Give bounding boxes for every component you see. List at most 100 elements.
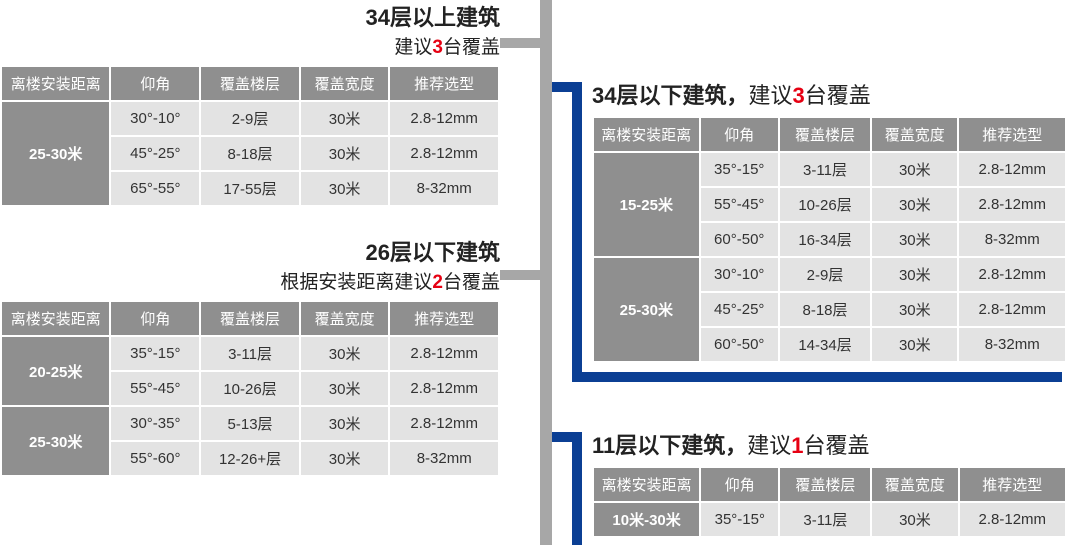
data-cell: 12-26+层 <box>200 441 300 476</box>
data-cell: 8-18层 <box>779 292 871 327</box>
data-cell: 8-32mm <box>389 171 499 206</box>
data-cell: 3-11层 <box>779 152 871 187</box>
data-cell: 30米 <box>300 406 390 441</box>
data-cell: 2.8-12mm <box>958 152 1066 187</box>
col-header: 覆盖楼层 <box>200 301 300 336</box>
distance-cell: 15-25米 <box>593 152 700 257</box>
col-header: 仰角 <box>110 301 200 336</box>
right2-title: 11层以下建筑，建议1台覆盖 <box>592 428 1067 460</box>
col-header: 覆盖宽度 <box>871 117 958 152</box>
col-header: 仰角 <box>110 66 200 101</box>
col-header: 覆盖楼层 <box>779 117 871 152</box>
left1-title: 34层以上建筑 <box>0 0 500 32</box>
right1-title: 34层以下建筑，建议3台覆盖 <box>592 78 1067 110</box>
connector-left-1 <box>500 38 540 48</box>
data-cell: 55°-45° <box>700 187 779 222</box>
data-cell: 8-32mm <box>389 441 499 476</box>
right2-table: 离楼安装距离仰角覆盖楼层覆盖宽度推荐选型10米-30米35°-15°3-11层3… <box>592 466 1067 538</box>
data-cell: 10-26层 <box>779 187 871 222</box>
data-cell: 3-11层 <box>200 336 300 371</box>
col-header: 推荐选型 <box>959 467 1066 502</box>
col-header: 推荐选型 <box>389 66 499 101</box>
data-cell: 30米 <box>871 222 958 257</box>
col-header: 离楼安装距离 <box>1 66 110 101</box>
data-cell: 10-26层 <box>200 371 300 406</box>
left-block-2: 26层以下建筑 根据安装距离建议2台覆盖 离楼安装距离仰角覆盖楼层覆盖宽度推荐选… <box>0 235 500 477</box>
data-cell: 2.8-12mm <box>958 187 1066 222</box>
data-cell: 30米 <box>300 371 390 406</box>
left1-table: 离楼安装距离仰角覆盖楼层覆盖宽度推荐选型25-30米30°-10°2-9层30米… <box>0 65 500 207</box>
left1-sub: 建议3台覆盖 <box>0 32 500 59</box>
distance-cell: 10米-30米 <box>593 502 700 537</box>
data-cell: 3-11层 <box>779 502 871 537</box>
data-cell: 2.8-12mm <box>389 371 499 406</box>
right-block-1: 34层以下建筑，建议3台覆盖 离楼安装距离仰角覆盖楼层覆盖宽度推荐选型 15-25… <box>592 78 1067 363</box>
data-cell: 16-34层 <box>779 222 871 257</box>
data-cell: 30米 <box>300 441 390 476</box>
page-root: 34层以上建筑 建议3台覆盖 离楼安装距离仰角覆盖楼层覆盖宽度推荐选型25-30… <box>0 0 1080 545</box>
data-cell: 35°-15° <box>110 336 200 371</box>
blue-vert-1 <box>572 82 582 382</box>
data-cell: 45°-25° <box>110 136 200 171</box>
distance-cell: 20-25米 <box>1 336 110 406</box>
data-cell: 30米 <box>871 292 958 327</box>
data-cell: 30米 <box>300 136 390 171</box>
left-block-1: 34层以上建筑 建议3台覆盖 离楼安装距离仰角覆盖楼层覆盖宽度推荐选型25-30… <box>0 0 500 207</box>
col-header: 离楼安装距离 <box>593 117 700 152</box>
data-cell: 60°-50° <box>700 222 779 257</box>
data-cell: 30米 <box>871 502 958 537</box>
col-header: 覆盖楼层 <box>779 467 871 502</box>
col-header: 仰角 <box>700 117 779 152</box>
data-cell: 30米 <box>871 152 958 187</box>
data-cell: 45°-25° <box>700 292 779 327</box>
distance-cell: 25-30米 <box>1 101 110 206</box>
data-cell: 2.8-12mm <box>389 136 499 171</box>
data-cell: 30°-35° <box>110 406 200 441</box>
data-cell: 8-32mm <box>958 327 1066 362</box>
col-header: 离楼安装距离 <box>1 301 110 336</box>
data-cell: 30米 <box>300 101 390 136</box>
distance-cell: 25-30米 <box>1 406 110 476</box>
data-cell: 30米 <box>300 336 390 371</box>
col-header: 覆盖宽度 <box>300 66 390 101</box>
left2-table: 离楼安装距离仰角覆盖楼层覆盖宽度推荐选型20-25米35°-15°3-11层30… <box>0 300 500 477</box>
data-cell: 35°-15° <box>700 152 779 187</box>
data-cell: 65°-55° <box>110 171 200 206</box>
data-cell: 55°-60° <box>110 441 200 476</box>
data-cell: 2-9层 <box>200 101 300 136</box>
center-divider <box>540 0 552 545</box>
left2-title: 26层以下建筑 <box>0 235 500 267</box>
blue-bottom-1 <box>572 372 1062 382</box>
data-cell: 14-34层 <box>779 327 871 362</box>
data-cell: 2.8-12mm <box>959 502 1066 537</box>
data-cell: 2.8-12mm <box>389 406 499 441</box>
blue-top-cap-2 <box>552 432 582 442</box>
distance-cell: 25-30米 <box>593 257 700 362</box>
right-block-2: 11层以下建筑，建议1台覆盖 离楼安装距离仰角覆盖楼层覆盖宽度推荐选型 10米-3… <box>592 428 1067 538</box>
col-header: 覆盖宽度 <box>871 467 958 502</box>
col-header: 推荐选型 <box>958 117 1066 152</box>
data-cell: 5-13层 <box>200 406 300 441</box>
data-cell: 2.8-12mm <box>389 336 499 371</box>
col-header: 覆盖宽度 <box>300 301 390 336</box>
data-cell: 55°-45° <box>110 371 200 406</box>
col-header: 仰角 <box>700 467 779 502</box>
data-cell: 17-55层 <box>200 171 300 206</box>
data-cell: 2.8-12mm <box>958 292 1066 327</box>
left2-sub: 根据安装距离建议2台覆盖 <box>0 267 500 294</box>
col-header: 离楼安装距离 <box>593 467 700 502</box>
data-cell: 30°-10° <box>110 101 200 136</box>
data-cell: 60°-50° <box>700 327 779 362</box>
data-cell: 8-32mm <box>958 222 1066 257</box>
data-cell: 30米 <box>300 171 390 206</box>
data-cell: 30米 <box>871 327 958 362</box>
data-cell: 30米 <box>871 257 958 292</box>
connector-left-2 <box>500 270 540 280</box>
col-header: 推荐选型 <box>389 301 499 336</box>
data-cell: 2.8-12mm <box>958 257 1066 292</box>
data-cell: 30°-10° <box>700 257 779 292</box>
blue-top-cap-1 <box>552 82 582 92</box>
blue-vert-2 <box>572 432 582 545</box>
data-cell: 2.8-12mm <box>389 101 499 136</box>
data-cell: 30米 <box>871 187 958 222</box>
